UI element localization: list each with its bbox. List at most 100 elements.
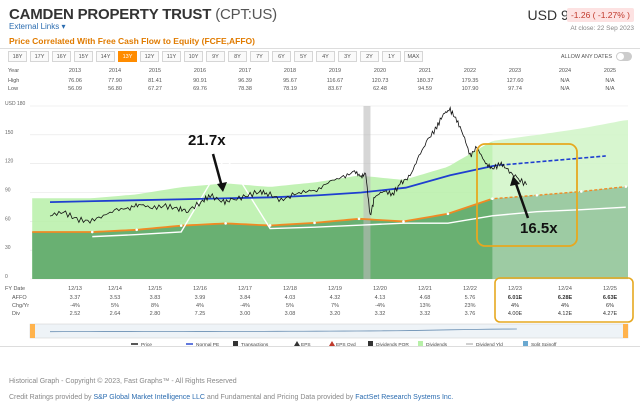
x-tick-label: 12/20 [373, 286, 387, 292]
allow-any-dates-label: ALLOW ANY DATES [560, 54, 612, 60]
range-button-4y[interactable]: 4Y [316, 51, 335, 62]
x-tick-label: 12/15 [148, 286, 162, 292]
year-table-cell: 2023 [508, 68, 522, 74]
legend-label[interactable]: Dividend Yld [476, 342, 503, 346]
legend-label[interactable]: Dividends [426, 342, 448, 346]
y-tick-label: 90 [5, 188, 11, 194]
range-button-14y[interactable]: 14Y [96, 51, 115, 62]
metric-cell: 7.25 [195, 311, 206, 317]
range-button-17y[interactable]: 17Y [30, 51, 49, 62]
fair-value-area [32, 186, 628, 279]
year-table-cell: N/A [560, 86, 570, 92]
x-tick-label: 12/23 [508, 286, 522, 292]
navigator-handle-right[interactable] [623, 324, 628, 338]
metric-cell: 3.84 [240, 295, 251, 301]
metric-cell: 4.27E [603, 311, 618, 317]
y-tick-label: 150 [5, 130, 14, 136]
metric-cell: 6.63E [603, 295, 618, 301]
normal-pe-estimate-line [494, 155, 606, 167]
range-button-12y[interactable]: 12Y [140, 51, 159, 62]
credit-prefix: Credit Ratings provided by [9, 394, 94, 401]
metric-cell: 3.76 [465, 311, 476, 317]
affo-point [624, 185, 628, 188]
range-button-18y[interactable]: 18Y [8, 51, 27, 62]
range-button-6y[interactable]: 6Y [272, 51, 291, 62]
range-button-13y[interactable]: 13Y [118, 51, 137, 62]
close-timestamp: At close: 22 Sep 2023 [570, 25, 634, 32]
legend-label[interactable]: EPS [301, 342, 311, 346]
range-button-8y[interactable]: 8Y [228, 51, 247, 62]
affo-point [535, 193, 539, 197]
year-table-cell: 116.67 [326, 78, 344, 84]
affo-point [224, 222, 227, 225]
affo-point [402, 220, 405, 223]
range-button-10y[interactable]: 10Y [184, 51, 203, 62]
highlight-box [476, 143, 578, 247]
year-table-cell: 127.60 [506, 78, 524, 84]
year-table-cell: 77.90 [108, 78, 122, 84]
x-tick-label: 12/17 [238, 286, 252, 292]
year-table-cell: 179.35 [461, 78, 479, 84]
y-tick-label: 120 [5, 159, 14, 165]
ticker: (CPT:US) [215, 6, 277, 23]
range-button-5y[interactable]: 5Y [294, 51, 313, 62]
credit-text: Credit Ratings provided by S&P Global Ma… [9, 394, 453, 401]
legend-label[interactable]: Transactions [241, 342, 269, 346]
metric-cell: 3.99 [195, 295, 206, 301]
annotation-multiple-2016: 21.7x [188, 132, 226, 149]
metric-cell: 5% [111, 303, 119, 309]
affo-point [313, 221, 316, 225]
year-table-cell: 107.90 [461, 86, 479, 92]
external-links-label: External Links [9, 22, 60, 31]
year-table-cell: 2020 [373, 68, 387, 74]
year-table-cell: 120.73 [371, 78, 389, 84]
allow-any-dates-toggle[interactable] [616, 52, 632, 61]
fair-value-line [32, 198, 491, 233]
affo-point [179, 224, 183, 227]
x-tick-label: 12/18 [283, 286, 297, 292]
range-button-max[interactable]: MAX [404, 51, 423, 62]
range-button-3y[interactable]: 3Y [338, 51, 357, 62]
x-tick-label: 12/25 [603, 286, 617, 292]
factset-link[interactable]: FactSet Research Systems Inc. [355, 394, 454, 401]
range-button-16y[interactable]: 16Y [52, 51, 71, 62]
legend-label[interactable]: EPS Ovd [336, 342, 356, 346]
navigator-handle-left[interactable] [30, 324, 35, 338]
year-table-cell: 76.06 [68, 78, 82, 84]
metric-cell: 4.68 [420, 295, 431, 301]
range-button-11y[interactable]: 11Y [162, 51, 181, 62]
metric-cell: -4% [375, 303, 385, 309]
year-table-cell: 2025 [603, 68, 617, 74]
legend-label[interactable]: Split Spinoff [531, 342, 557, 346]
range-button-2y[interactable]: 2Y [360, 51, 379, 62]
annotation-arrowhead [510, 176, 520, 186]
metric-cell: 3.32 [420, 311, 431, 317]
x-tick-label: 12/21 [418, 286, 432, 292]
range-button-1y[interactable]: 1Y [382, 51, 401, 62]
legend-label[interactable]: Dividends POR [376, 342, 409, 346]
price-change-badge: -1.26 ( -1.27% ) [566, 8, 634, 22]
range-button-7y[interactable]: 7Y [250, 51, 269, 62]
metric-row-label: Div [12, 311, 20, 317]
x-tick-label: 12/13 [68, 286, 82, 292]
metric-cell: 4% [196, 303, 204, 309]
year-table-cell: 2019 [328, 68, 342, 74]
year-table-cell: 95.67 [283, 78, 297, 84]
range-button-9y[interactable]: 9Y [206, 51, 225, 62]
external-links-link[interactable]: External Links ▾ [9, 22, 66, 31]
annotation-multiple-2023: 16.5x [520, 220, 558, 237]
affo-point [446, 212, 450, 216]
year-table-cell: 56.09 [68, 86, 82, 92]
year-table-cell: 2021 [418, 68, 432, 74]
range-button-15y[interactable]: 15Y [74, 51, 93, 62]
legend-label[interactable]: Normal PE [196, 342, 219, 346]
year-table-cell: 56.80 [108, 86, 122, 92]
legend-label[interactable]: Price [141, 342, 152, 346]
low-row-label: Low [8, 86, 19, 92]
chevron-down-icon: ▾ [61, 22, 66, 31]
metric-cell: 13% [419, 303, 430, 309]
metric-cell: 6.28E [558, 295, 573, 301]
sp-global-link[interactable]: S&P Global Market Intelligence LLC [93, 394, 205, 401]
metric-cell: 4.32 [330, 295, 341, 301]
year-table-cell: 90.91 [193, 78, 207, 84]
